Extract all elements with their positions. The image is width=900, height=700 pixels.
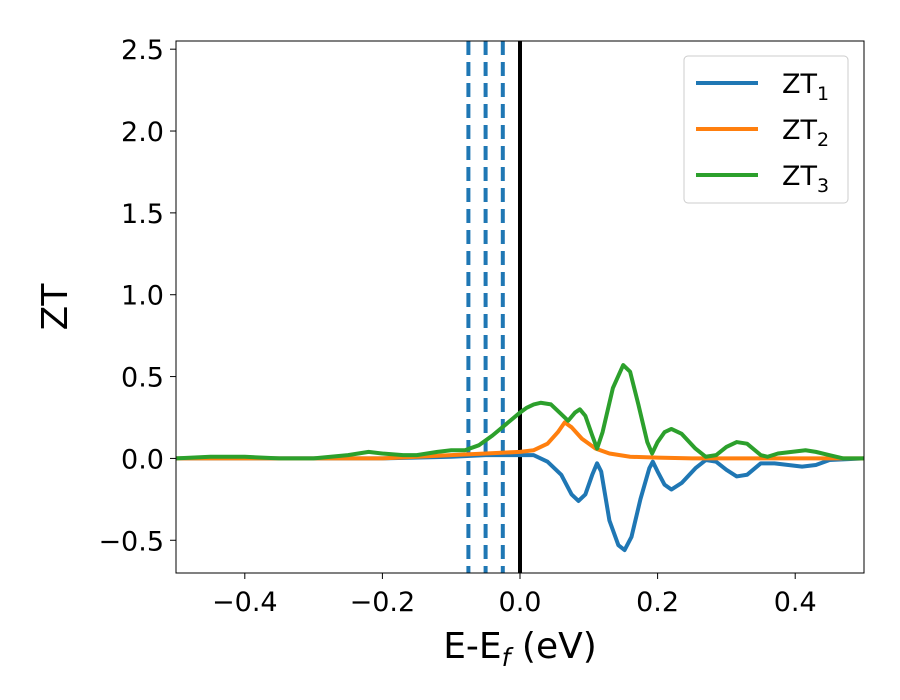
y-tick-label: 2.0 [121, 117, 164, 148]
series-lines [176, 363, 864, 553]
legend-label-subscript: 3 [817, 175, 829, 197]
x-tick-label: −0.2 [350, 587, 416, 618]
x-tick-label: 0.2 [636, 587, 679, 618]
legend-label-main: ZT [782, 161, 817, 192]
y-axis: −0.5 0.0 0.5 1.0 1.5 2.0 2.5 [98, 35, 176, 557]
y-tick-label: 0.5 [121, 363, 164, 394]
legend-label-subscript: 1 [817, 83, 829, 105]
x-axis: −0.4 −0.2 0.0 0.2 0.4 [212, 573, 817, 618]
x-tick-label: 0.0 [499, 587, 542, 618]
legend-label-main: ZT [782, 115, 817, 146]
legend-label-zt2: ZT2 [782, 115, 829, 151]
y-axis-title: ZT [35, 283, 76, 331]
series-line-zt1 [176, 453, 864, 553]
y-tick-label: 1.5 [121, 199, 164, 230]
y-tick-label: 0.0 [121, 444, 164, 475]
reference-lines [466, 41, 522, 573]
legend-label-main: ZT [782, 69, 817, 100]
y-tick-label: 2.5 [121, 35, 164, 66]
y-tick-label: −0.5 [98, 526, 164, 557]
legend-box [683, 55, 849, 204]
x-tick-label: 0.4 [774, 587, 817, 618]
x-axis-title-unit: (eV) [510, 626, 596, 667]
y-tick-label: 1.0 [121, 281, 164, 312]
legend-label-zt3: ZT3 [782, 161, 829, 197]
legend-label-subscript: 2 [817, 129, 829, 151]
x-axis-title-main: E-E [443, 626, 501, 667]
legend-label-zt1: ZT1 [782, 69, 829, 105]
series-line-zt3 [176, 363, 864, 461]
x-tick-label: −0.4 [212, 587, 278, 618]
x-axis-title: E-Ef (eV) [443, 626, 597, 672]
